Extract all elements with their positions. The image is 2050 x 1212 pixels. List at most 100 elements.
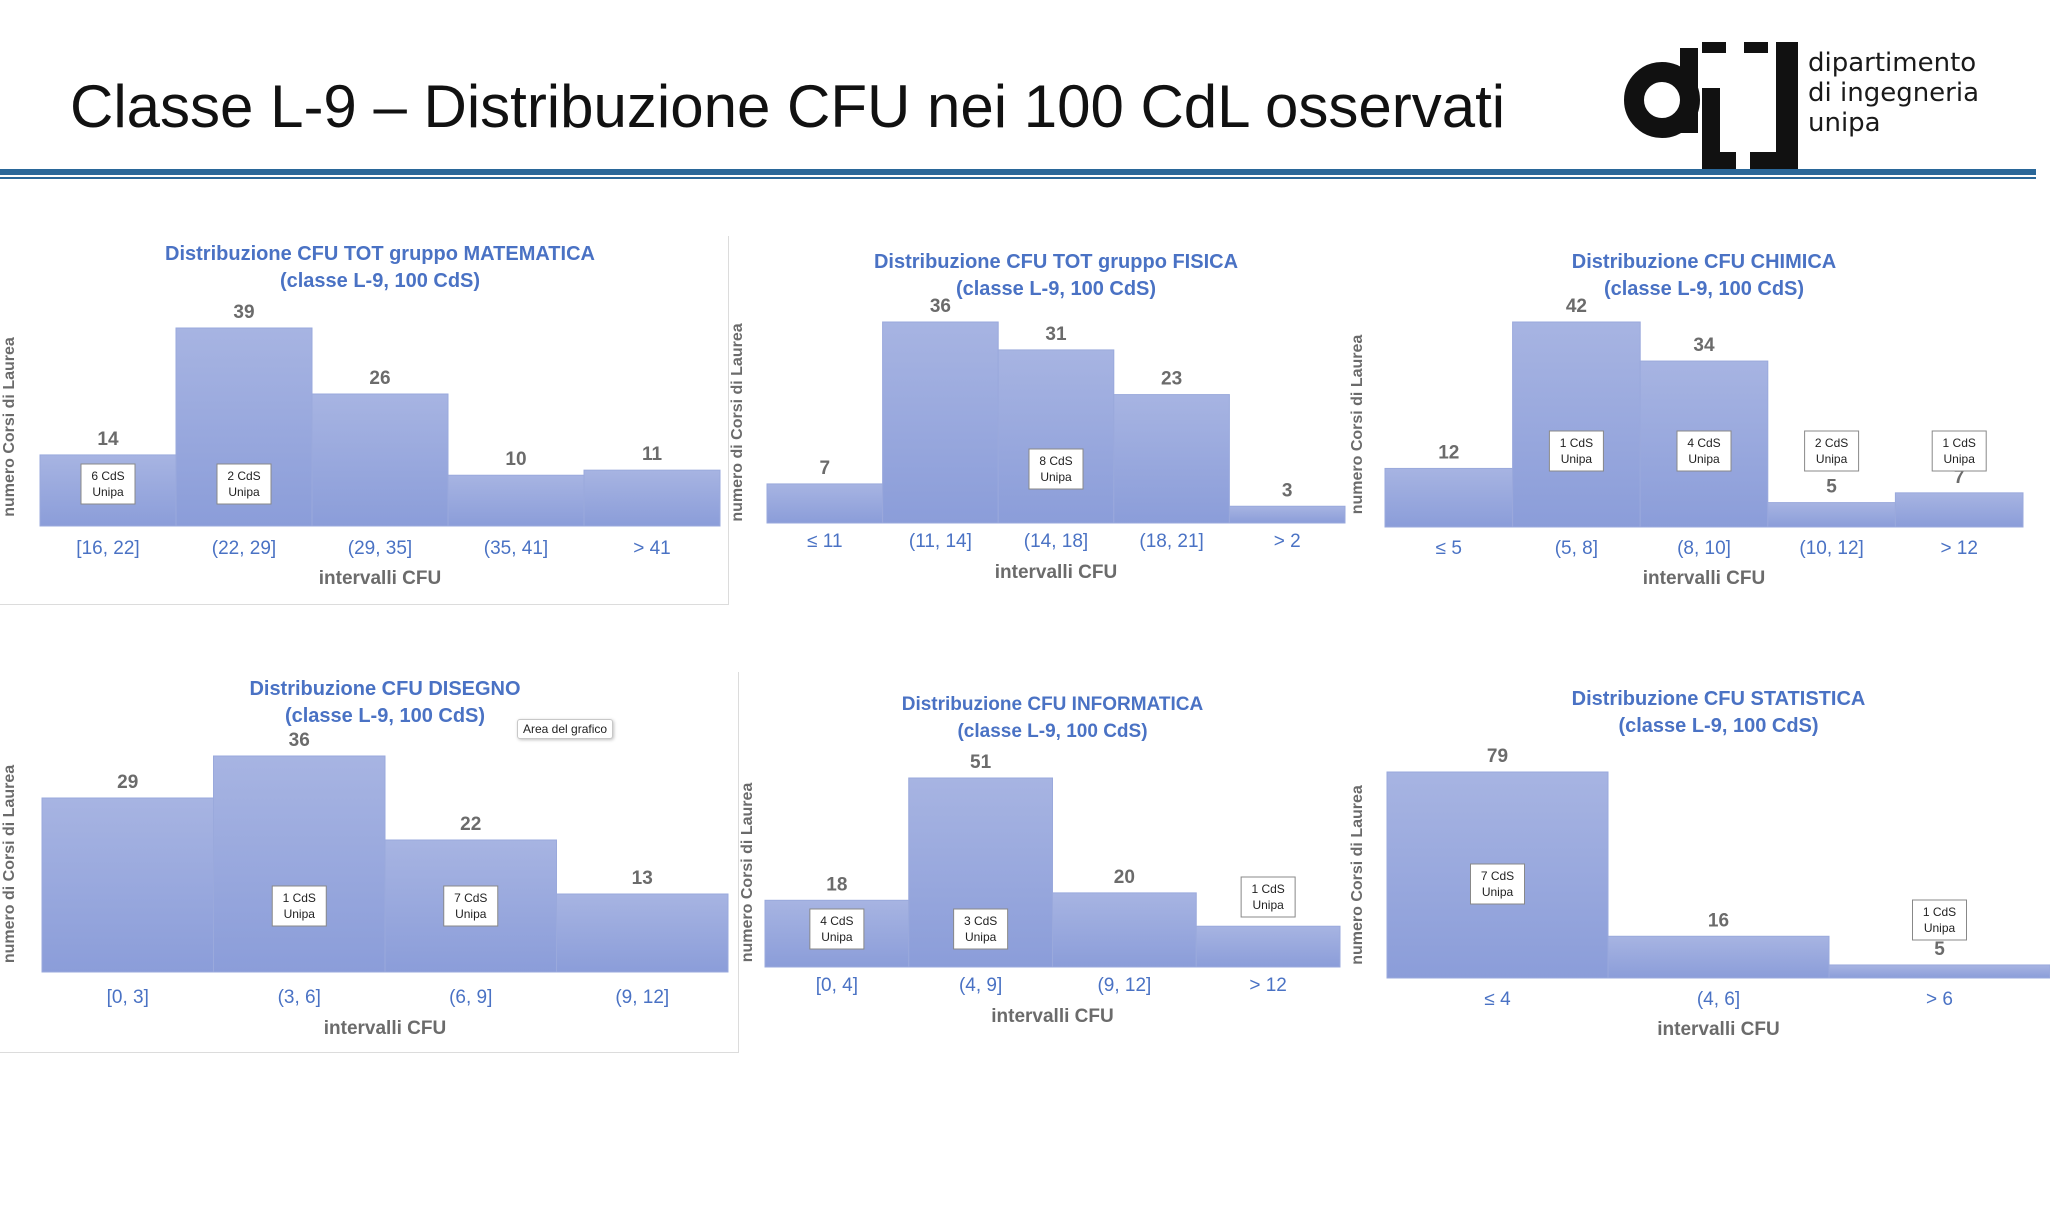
bar-value-label: 31 xyxy=(1045,324,1067,345)
unipa-note-box: 1 CdS Unipa xyxy=(271,885,327,927)
x-axis-label: intervalli CFU xyxy=(991,1006,1113,1027)
x-tick-label: (11, 14] xyxy=(909,531,972,552)
logo-mark-icon xyxy=(1624,42,1798,170)
x-tick-label: (6, 9] xyxy=(449,987,492,1008)
unipa-note-box: 1 CdS Unipa xyxy=(1931,430,1987,472)
bar xyxy=(1195,925,1341,968)
note-line: Unipa xyxy=(1944,452,1976,466)
chart-subtitle: (classe L-9, 100 CdS) xyxy=(956,278,1156,300)
bar xyxy=(41,797,214,973)
unipa-note-box: 8 CdS Unipa xyxy=(1028,448,1084,490)
x-tick-label: (10, 12] xyxy=(1799,538,1863,559)
bar xyxy=(1113,394,1230,524)
x-tick-label: (35, 41] xyxy=(484,538,548,559)
chart-title: Distribuzione CFU CHIMICA xyxy=(1572,251,1836,273)
logo-text: dipartimento di ingegneria unipa xyxy=(1808,48,1979,138)
x-tick-label: (8, 10] xyxy=(1677,538,1731,559)
bar xyxy=(175,327,313,527)
chart-title: Distribuzione CFU TOT gruppo MATEMATICA xyxy=(165,243,595,265)
header-rule xyxy=(0,169,2036,175)
note-line: 2 CdS xyxy=(227,469,260,483)
x-tick-label: [16, 22] xyxy=(76,538,139,559)
note-line: Unipa xyxy=(1482,885,1514,899)
bar-value-label: 3 xyxy=(1282,480,1293,501)
note-line: Unipa xyxy=(1688,452,1720,466)
chart-svg: Distribuzione CFU DISEGNO (classe L-9, 10… xyxy=(1,678,729,1039)
chart-fisica: Distribuzione CFU TOT gruppo FISICA (clas… xyxy=(729,240,1350,610)
x-tick-label: > 41 xyxy=(633,538,671,559)
note-line: 4 CdS xyxy=(820,914,853,928)
bar xyxy=(1512,321,1641,528)
note-line: 1 CdS xyxy=(1943,436,1976,450)
note-line: 1 CdS xyxy=(1560,436,1593,450)
x-tick-label: (29, 35] xyxy=(348,538,412,559)
x-tick-label: (5, 8] xyxy=(1555,538,1598,559)
bar-value-label: 16 xyxy=(1708,910,1729,931)
note-line: Unipa xyxy=(1924,921,1956,935)
y-axis-label: numero Corsi di Laurea xyxy=(1349,335,1366,515)
bar xyxy=(1052,892,1197,968)
unipa-note-box: 7 CdS Unipa xyxy=(443,885,499,927)
x-tick-label: (9, 12] xyxy=(1097,975,1151,996)
bar xyxy=(1828,964,2050,979)
note-line: Unipa xyxy=(284,907,316,921)
chart-frame-matematica xyxy=(0,236,729,605)
chart-svg: Distribuzione CFU TOT gruppo FISICA (clas… xyxy=(729,251,1346,583)
chart-title: Distribuzione CFU TOT gruppo FISICA xyxy=(874,251,1238,273)
chart-title: Distribuzione CFU STATISTICA xyxy=(1572,688,1866,710)
x-tick-label: [0, 3] xyxy=(107,987,149,1008)
note-line: 2 CdS xyxy=(1815,436,1848,450)
x-tick-label: (3, 6] xyxy=(278,987,321,1008)
chart-chimica: Distribuzione CFU CHIMICA (classe L-9, 10… xyxy=(1349,240,2050,610)
bar-value-label: 14 xyxy=(97,429,119,450)
x-tick-label: > 12 xyxy=(1249,975,1287,996)
bar-value-label: 39 xyxy=(233,302,254,323)
bar-value-label: 5 xyxy=(1934,939,1945,960)
bar-value-label: 79 xyxy=(1487,746,1508,767)
chart-matematica: Distribuzione CFU TOT gruppo MATEMATICA (… xyxy=(0,230,730,610)
unipa-note-box: 7 CdS Unipa xyxy=(1470,863,1525,905)
x-tick-label: (18, 21] xyxy=(1139,531,1203,552)
unipa-note-box: 1 CdS Unipa xyxy=(1548,430,1604,472)
x-tick-label: (4, 9] xyxy=(959,975,1002,996)
bar xyxy=(1767,502,1896,528)
unipa-note-box: 2 CdS Unipa xyxy=(216,463,272,505)
note-line: Unipa xyxy=(1040,470,1072,484)
x-tick-label: [0, 4] xyxy=(816,975,858,996)
bar-value-label: 51 xyxy=(970,752,992,773)
bar-value-label: 12 xyxy=(1438,442,1459,463)
x-axis-label: intervalli CFU xyxy=(995,562,1117,583)
note-line: Unipa xyxy=(965,930,997,944)
bar xyxy=(447,474,585,527)
chart-svg: Distribuzione CFU STATISTICA (classe L-9,… xyxy=(1349,688,2050,1040)
bar xyxy=(1894,492,2024,528)
y-axis-label: numero di Corsi di Laurea xyxy=(1,765,18,963)
unipa-note-box: 1 CdS Unipa xyxy=(1912,899,1967,941)
logo-line-3: unipa xyxy=(1808,108,1881,138)
x-tick-label: (4, 6] xyxy=(1697,989,1740,1010)
x-tick-label: > 12 xyxy=(1940,538,1978,559)
bar xyxy=(1384,467,1514,528)
logo-line-2: di ingegneria xyxy=(1808,78,1980,108)
bar-value-label: 36 xyxy=(289,730,310,751)
bar xyxy=(311,393,449,527)
bar-value-label: 23 xyxy=(1161,369,1182,390)
note-line: 1 CdS xyxy=(1251,882,1284,896)
unipa-note-box: 4 CdS Unipa xyxy=(809,908,865,950)
bar-value-label: 36 xyxy=(930,296,951,317)
bar xyxy=(583,469,721,527)
bar xyxy=(213,755,386,973)
chart-statistica: Distribuzione CFU STATISTICA (classe L-9,… xyxy=(1349,675,2050,1055)
chart-title: Distribuzione CFU INFORMATICA xyxy=(902,694,1204,715)
chart-subtitle: (classe L-9, 100 CdS) xyxy=(280,270,480,292)
x-tick-label: > 6 xyxy=(1926,989,1953,1010)
bar-value-label: 22 xyxy=(460,814,481,835)
bar-value-label: 13 xyxy=(632,868,653,889)
y-axis-label: numero Corsi di Laurea xyxy=(1,337,18,517)
note-line: 8 CdS xyxy=(1039,454,1072,468)
chart-subtitle: (classe L-9, 100 CdS) xyxy=(1618,715,1818,737)
bar-value-label: 11 xyxy=(642,444,663,465)
note-line: 7 CdS xyxy=(1481,869,1514,883)
unipa-note-box: 6 CdS Unipa xyxy=(80,463,136,505)
x-axis-label: intervalli CFU xyxy=(324,1018,446,1039)
